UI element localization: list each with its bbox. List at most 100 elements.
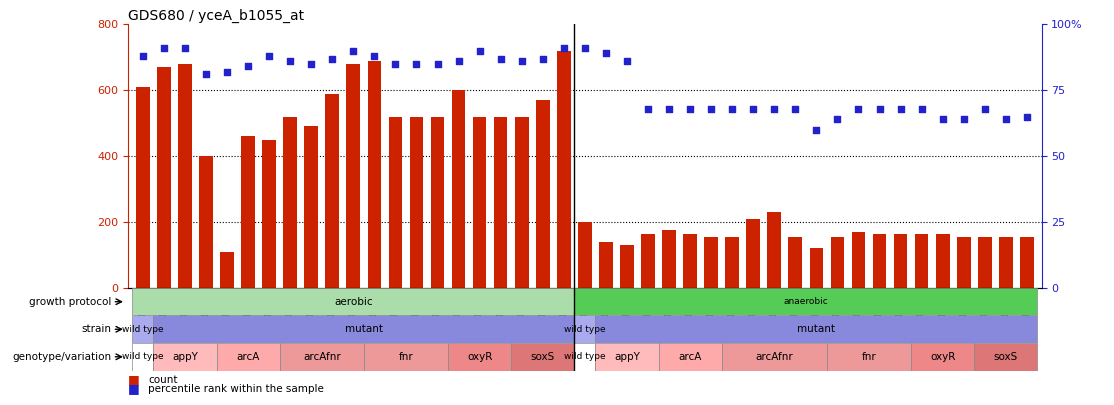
Point [808, 126, 825, 133]
Point [871, 105, 889, 112]
Bar [536, 100, 549, 288]
Point [618, 58, 636, 64]
Bar [704, 237, 719, 288]
Point [786, 105, 804, 112]
Bar [936, 234, 949, 288]
Text: arcA: arcA [678, 352, 702, 362]
Text: appY: appY [172, 352, 198, 362]
Bar [515, 117, 528, 288]
Point [134, 53, 152, 59]
Bar [472, 117, 487, 288]
Text: arcA: arcA [236, 352, 260, 362]
Bar [325, 94, 339, 288]
Bar [157, 67, 170, 288]
Bar [216, 343, 280, 371]
Point [408, 61, 426, 67]
Point [387, 61, 404, 67]
Point [323, 55, 341, 62]
Bar [683, 234, 697, 288]
Bar [262, 140, 276, 288]
Bar [599, 242, 613, 288]
Bar [364, 343, 448, 371]
Bar [768, 212, 781, 288]
Bar [911, 343, 975, 371]
Bar [133, 343, 154, 371]
Bar [575, 288, 1037, 315]
Bar [368, 61, 381, 288]
Bar [494, 117, 508, 288]
Point [723, 105, 741, 112]
Point [891, 105, 909, 112]
Point [555, 45, 573, 51]
Point [765, 105, 783, 112]
Bar [746, 219, 760, 288]
Point [997, 116, 1015, 122]
Point [681, 105, 698, 112]
Point [639, 105, 657, 112]
Text: oxyR: oxyR [930, 352, 956, 362]
Bar [851, 232, 866, 288]
Point [365, 53, 383, 59]
Bar [578, 222, 592, 288]
Point [912, 105, 930, 112]
Text: strain: strain [81, 324, 111, 334]
Point [850, 105, 868, 112]
Text: arcAfnr: arcAfnr [755, 352, 793, 362]
Bar [575, 343, 595, 371]
Text: wild type: wild type [123, 325, 164, 334]
Bar [304, 126, 319, 288]
Bar [280, 343, 364, 371]
Point [661, 105, 678, 112]
Text: count: count [148, 375, 177, 385]
Point [597, 50, 615, 57]
Point [155, 45, 173, 51]
Point [344, 47, 362, 54]
Bar [831, 237, 844, 288]
Text: genotype/variation: genotype/variation [12, 352, 111, 362]
Bar [199, 156, 213, 288]
Point [240, 63, 257, 70]
Text: aerobic: aerobic [334, 297, 373, 307]
Bar [511, 343, 575, 371]
Bar [975, 343, 1037, 371]
Point [955, 116, 973, 122]
Bar [789, 237, 802, 288]
Bar [620, 245, 634, 288]
Bar [893, 234, 908, 288]
Bar [999, 237, 1013, 288]
Text: mutant: mutant [345, 324, 383, 334]
Bar [658, 343, 722, 371]
Point [829, 116, 847, 122]
Bar [827, 343, 911, 371]
Bar [154, 315, 575, 343]
Text: ■: ■ [128, 382, 140, 395]
Bar [957, 237, 970, 288]
Text: GDS680 / yceA_b1055_at: GDS680 / yceA_b1055_at [128, 9, 304, 23]
Bar [283, 117, 297, 288]
Point [1018, 113, 1036, 120]
Point [429, 61, 447, 67]
Point [261, 53, 278, 59]
Text: growth protocol: growth protocol [29, 297, 111, 307]
Point [218, 68, 236, 75]
Bar [154, 343, 216, 371]
Bar [451, 90, 466, 288]
Text: wild type: wild type [564, 325, 606, 334]
Bar [410, 117, 423, 288]
Point [176, 45, 194, 51]
Text: percentile rank within the sample: percentile rank within the sample [148, 384, 324, 394]
Point [281, 58, 299, 64]
Text: mutant: mutant [798, 324, 836, 334]
Bar [431, 117, 444, 288]
Bar [722, 343, 827, 371]
Text: appY: appY [614, 352, 639, 362]
Text: wild type: wild type [123, 352, 164, 361]
Bar [136, 87, 149, 288]
Point [512, 58, 530, 64]
Point [702, 105, 720, 112]
Bar [133, 315, 154, 343]
Text: anaerobic: anaerobic [783, 297, 828, 306]
Text: arcAfnr: arcAfnr [303, 352, 341, 362]
Point [450, 58, 468, 64]
Bar [242, 136, 255, 288]
